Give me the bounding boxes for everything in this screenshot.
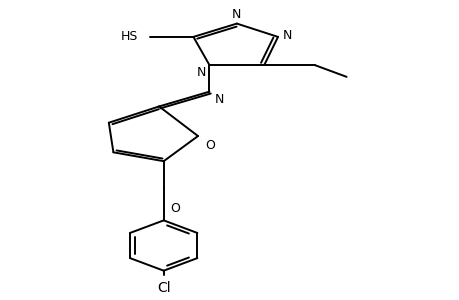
Text: O: O [170, 202, 180, 215]
Text: N: N [214, 93, 224, 106]
Text: N: N [196, 67, 205, 80]
Text: N: N [232, 8, 241, 21]
Text: HS: HS [121, 30, 138, 44]
Text: Cl: Cl [157, 281, 170, 295]
Text: O: O [204, 139, 214, 152]
Text: N: N [282, 29, 291, 42]
